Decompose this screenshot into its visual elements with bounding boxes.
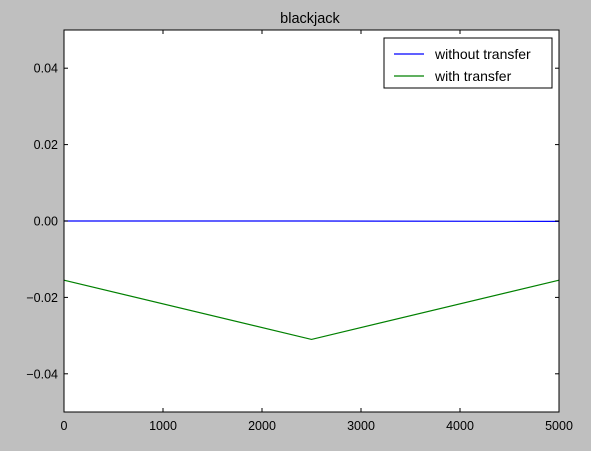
legend-label-with-transfer: with transfer	[434, 68, 512, 84]
chart-title: blackjack	[280, 11, 340, 27]
x-axis: 0 1000 2000 3000 4000 5000	[61, 30, 573, 433]
x-tick-label: 0	[61, 419, 68, 433]
series-lines	[63, 220, 560, 341]
y-tick-label: 0.02	[34, 138, 58, 152]
legend-box	[383, 37, 553, 89]
x-tick-label: 1000	[149, 419, 177, 433]
y-tick-label: 0.04	[34, 62, 58, 76]
y-tick-label: −0.04	[26, 367, 58, 381]
x-tick-label: 3000	[347, 419, 375, 433]
legend-label-without-transfer: without transfer	[434, 46, 531, 62]
y-axis: 0.04 0.02 0.00 −0.02 −0.04	[26, 62, 559, 381]
legend: without transfer with transfer	[383, 37, 553, 89]
y-tick-label: 0.00	[34, 215, 58, 229]
x-tick-label: 5000	[545, 419, 573, 433]
x-tick-label: 4000	[446, 419, 474, 433]
x-tick-label: 2000	[248, 419, 276, 433]
y-tick-label: −0.02	[26, 291, 58, 305]
series-line-with-transfer	[63, 279, 560, 341]
